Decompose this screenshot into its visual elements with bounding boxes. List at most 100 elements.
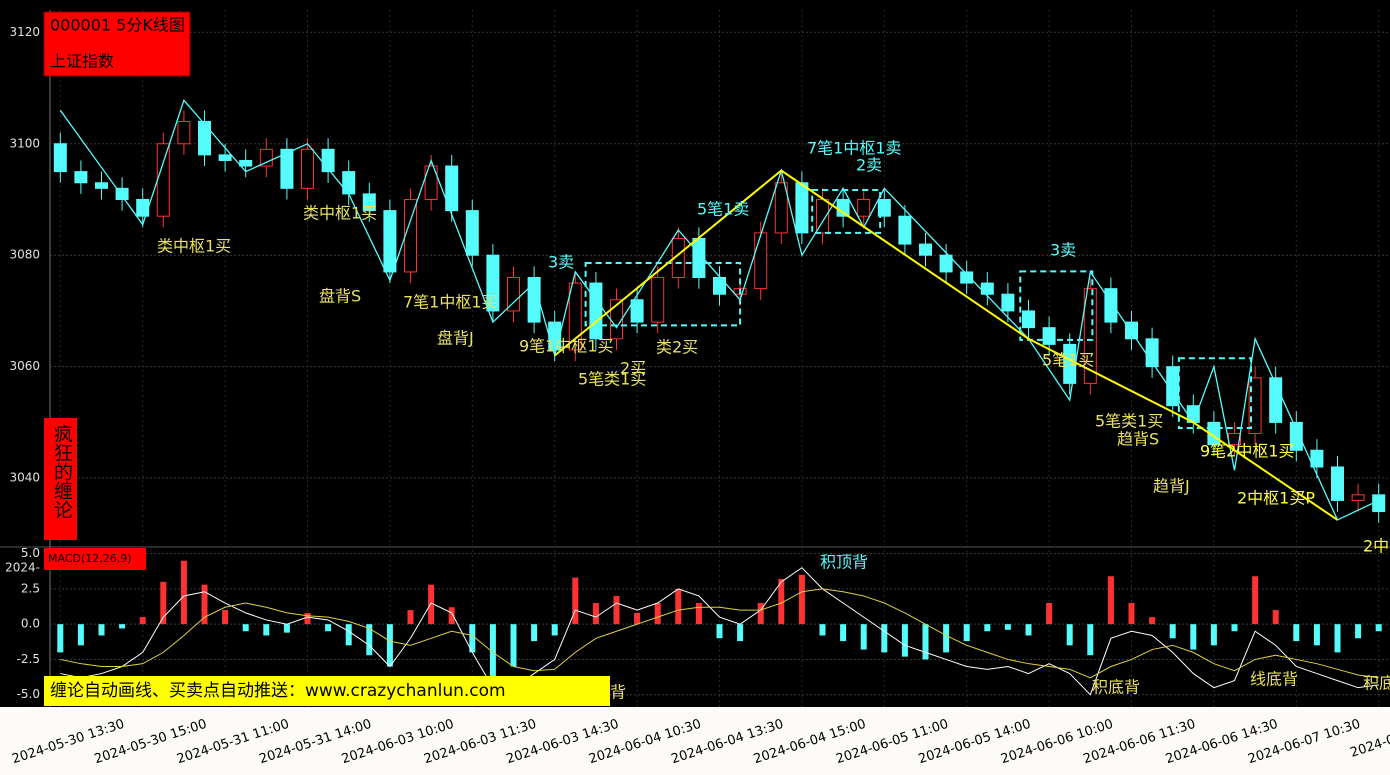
- macd-bar: [1004, 624, 1011, 630]
- segment-line: [554, 169, 1339, 521]
- annotation: 积顶背: [820, 553, 868, 572]
- macd-bar: [201, 584, 208, 625]
- candle-body: [527, 277, 541, 323]
- macd-bar: [572, 577, 579, 625]
- macd-bar: [180, 560, 187, 625]
- y-tick-label: 3040: [9, 471, 40, 485]
- candle-body: [218, 154, 232, 161]
- candle-body: [1042, 327, 1056, 345]
- candle-body: [1001, 293, 1015, 312]
- candle-body: [177, 120, 191, 145]
- code-title: 000001 5分K线图: [50, 16, 185, 35]
- macd-bar: [1313, 624, 1320, 646]
- candle-body: [342, 171, 356, 195]
- candle-body: [939, 254, 953, 273]
- zhongshu-box: [584, 262, 742, 327]
- macd-bar: [1107, 576, 1114, 625]
- candle-body: [383, 210, 397, 273]
- candle-body: [857, 198, 871, 217]
- annotation: 积底背: [1092, 678, 1140, 697]
- macd-bar: [819, 624, 826, 636]
- macd-bar: [798, 574, 805, 625]
- candle-body: [424, 165, 438, 200]
- y-tick-label: 3100: [9, 136, 40, 150]
- macd-bar: [531, 624, 538, 642]
- macd-bar: [1210, 624, 1217, 646]
- macd-bar: [139, 617, 146, 625]
- candle-body: [239, 159, 253, 167]
- macd-bar: [77, 624, 84, 646]
- macd-bar: [881, 624, 888, 653]
- y-tick-label: 3060: [9, 359, 40, 373]
- annotation: 2中: [1363, 537, 1389, 556]
- macd-bar: [1149, 617, 1156, 625]
- annotation: 盘背J: [437, 329, 474, 348]
- annotation: 盘背S: [319, 287, 361, 306]
- candle-body: [1248, 377, 1262, 435]
- macd-bar: [737, 624, 744, 642]
- candle-body: [651, 277, 665, 323]
- macd-bar: [222, 610, 229, 625]
- dea-line: [60, 588, 1379, 679]
- macd-bar: [345, 624, 352, 646]
- annotation: 5笔1买: [1042, 351, 1094, 370]
- axis-fragment: 2024-: [5, 561, 40, 575]
- macd-bar: [1293, 624, 1300, 642]
- macd-bar: [695, 603, 702, 625]
- annotation: 类2买: [656, 338, 698, 357]
- annotation: 7笔1中枢1买: [403, 293, 498, 312]
- candle-body: [1331, 466, 1344, 501]
- candle-body: [1125, 321, 1138, 340]
- candle-body: [671, 237, 685, 278]
- candle-body: [1022, 310, 1035, 329]
- macd-bar: [366, 624, 373, 656]
- annotation: 5笔1卖: [697, 200, 749, 219]
- candle-body: [980, 282, 994, 295]
- candle-body: [898, 215, 912, 245]
- macd-bar: [1231, 624, 1238, 632]
- macd-bar: [654, 603, 661, 625]
- annotation: 5笔类1买: [1095, 412, 1163, 431]
- macd-bar: [634, 612, 641, 625]
- candle-body: [115, 187, 129, 200]
- banner: 缠论自动画线、买卖点自动推送：www.crazychanlun.com: [50, 681, 506, 701]
- macd-bar: [428, 584, 435, 625]
- y-tick-label: 3120: [9, 25, 40, 39]
- candle-body: [589, 282, 603, 340]
- annotation: 趋背J: [1153, 477, 1190, 496]
- macd-bar: [448, 607, 455, 625]
- annotation: 7笔1中枢1卖: [807, 139, 902, 158]
- candle-body: [1289, 421, 1303, 451]
- candle-body: [1104, 288, 1118, 323]
- candle-body: [1372, 494, 1386, 513]
- macd-title-box: [44, 548, 146, 570]
- y-tick-label: 5.0: [21, 546, 40, 560]
- candle-body: [259, 148, 273, 167]
- bi-line: [59, 98, 1379, 521]
- macd-bar: [57, 624, 64, 653]
- macd-bar: [778, 579, 785, 625]
- macd-bar: [510, 624, 517, 667]
- banner-box: [44, 676, 610, 706]
- annotation: 9笔1中枢1买: [519, 337, 614, 356]
- candle-body: [280, 148, 294, 189]
- macd-bar: [304, 612, 311, 625]
- y-tick-label: 3080: [9, 248, 40, 262]
- y-tick-label: 2.5: [21, 581, 40, 595]
- annotation: 类中枢1买: [303, 204, 377, 223]
- macd-bar: [242, 624, 249, 632]
- macd-bar: [943, 624, 950, 653]
- macd-bar: [592, 603, 599, 625]
- macd-bar: [160, 581, 167, 625]
- candle-body: [1269, 377, 1283, 423]
- macd-bar: [551, 624, 558, 636]
- macd-bar: [901, 624, 908, 657]
- macd-bar: [119, 624, 126, 629]
- macd-bar: [386, 624, 393, 667]
- y-tick-label: 0.0: [21, 617, 40, 631]
- candle-body: [960, 271, 974, 284]
- macd-bar: [263, 624, 270, 636]
- macd-bar: [984, 624, 991, 632]
- macd-bar: [407, 610, 414, 625]
- candle-body: [404, 198, 417, 273]
